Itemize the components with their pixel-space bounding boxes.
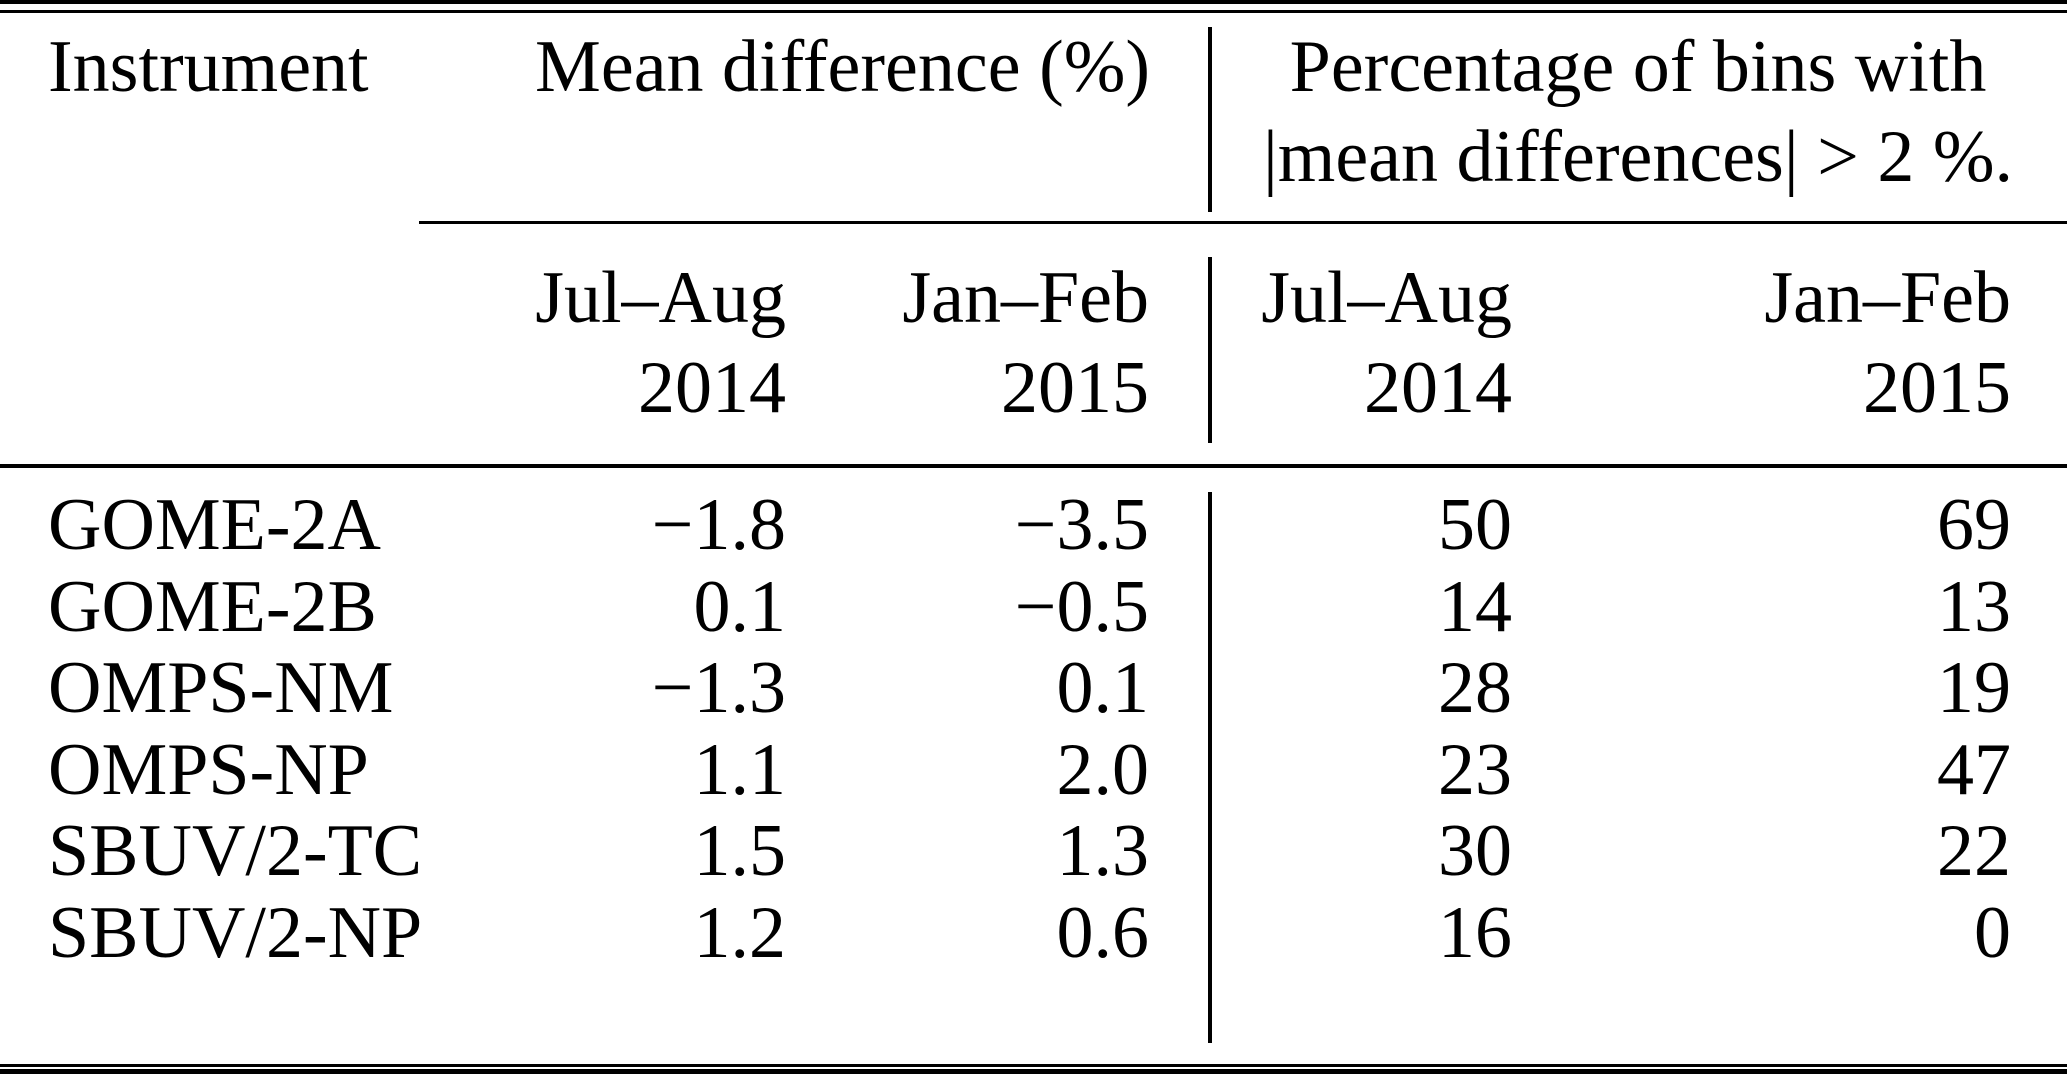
instrument-cell: SBUV/2-NP [48,892,423,974]
top-rule-thin [0,10,2067,13]
value-cell: 2.0 [1056,729,1150,811]
subheader-2-period: Jan–Feb [902,257,1149,339]
value-cell: 0.1 [1056,647,1150,729]
value-cell: 16 [1438,892,1512,974]
value-cell: 23 [1438,729,1512,811]
subheader-4-period: Jan–Feb [1764,257,2011,339]
value-cell: 1.2 [693,892,787,974]
subheader-1-period: Jul–Aug [535,257,786,339]
value-cell: −3.5 [1014,484,1149,566]
group-header-mean-difference: Mean difference (%) [535,26,1150,108]
subheader-3-year: 2014 [1364,347,1512,429]
value-cell: 0 [1974,892,2011,974]
top-rule-thick [0,0,2067,4]
bottom-rule-thin [0,1064,2067,1067]
instrument-cell: GOME-2B [48,566,377,648]
group-header-percentage-line1: Percentage of bins with [1289,26,1987,108]
value-cell: 1.5 [693,810,787,892]
value-cell: 50 [1438,484,1512,566]
instrument-cell: OMPS-NP [48,729,369,811]
subheader-2-year: 2015 [1001,347,1149,429]
value-cell: 22 [1937,810,2011,892]
value-cell: 69 [1937,484,2011,566]
value-cell: 14 [1438,566,1512,648]
column-divider-header [1208,27,1212,212]
value-cell: −1.8 [651,484,786,566]
bottom-rule-thick [0,1069,2067,1074]
group-header-rule [419,221,2067,224]
instrument-cell: GOME-2A [48,484,381,566]
value-cell: 30 [1438,810,1512,892]
value-cell: 1.1 [693,729,787,811]
instrument-cell: SBUV/2-TC [48,810,423,892]
value-cell: 0.1 [693,566,787,648]
value-cell: −0.5 [1014,566,1149,648]
value-cell: 1.3 [1056,810,1150,892]
value-cell: 0.6 [1056,892,1150,974]
value-cell: 47 [1937,729,2011,811]
header-body-divider [0,464,2067,468]
column-header-instrument: Instrument [48,26,369,108]
column-divider-subheader [1208,257,1212,443]
value-cell: 13 [1937,566,2011,648]
column-divider-body [1208,492,1212,1043]
group-header-percentage-line2: |mean differences| > 2 %. [1262,116,2014,198]
instrument-cell: OMPS-NM [48,647,394,729]
value-cell: −1.3 [651,647,786,729]
subheader-3-period: Jul–Aug [1261,257,1512,339]
value-cell: 19 [1937,647,2011,729]
value-cell: 28 [1438,647,1512,729]
subheader-4-year: 2015 [1863,347,2011,429]
subheader-1-year: 2014 [638,347,786,429]
